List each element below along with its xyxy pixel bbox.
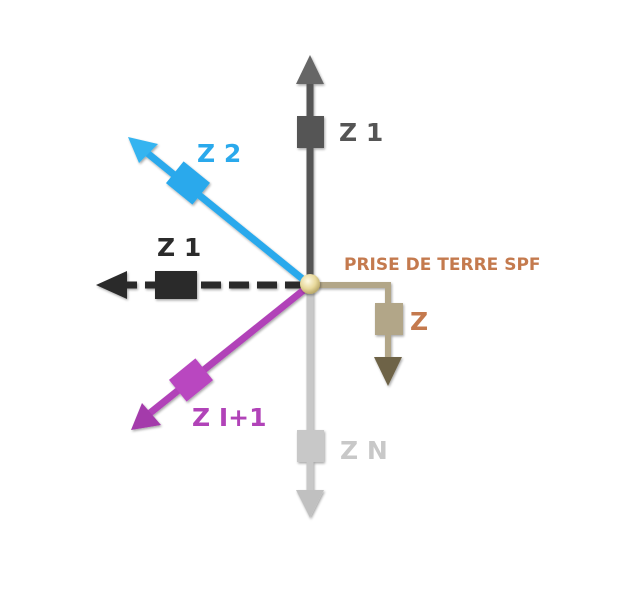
branch-zi1 (131, 282, 313, 430)
impedance-block-icon (375, 303, 403, 335)
branch-z2-line (143, 149, 313, 288)
branch-zi1-line (147, 282, 313, 416)
label-zn: Z N (340, 436, 388, 465)
label-zi1: Z I+1 (192, 403, 266, 432)
branch-earth (310, 282, 403, 386)
arrow-up-icon (296, 55, 324, 84)
branch-z1-top (296, 55, 324, 285)
arrow-down-left-icon (131, 403, 161, 430)
arrow-left-icon (96, 271, 127, 299)
impedance-block-icon (155, 271, 197, 299)
arrow-down-icon (296, 490, 324, 518)
label-earth: PRISE DE TERRE SPF (344, 255, 541, 275)
junction-node-icon (300, 274, 320, 294)
arrow-down-icon (374, 357, 402, 386)
label-z: Z (410, 307, 428, 336)
label-z1-top: Z 1 (339, 118, 383, 147)
branch-zn (296, 285, 324, 518)
label-z1-left: Z 1 (157, 233, 201, 262)
impedance-block-icon (297, 430, 324, 462)
branch-z1-left (96, 271, 305, 299)
impedance-block-icon (165, 161, 211, 205)
arrow-up-left-icon (128, 137, 158, 163)
impedance-block-icon (297, 116, 324, 148)
impedance-block-icon (168, 358, 214, 402)
label-z2: Z 2 (197, 139, 241, 168)
branch-z2 (128, 137, 313, 288)
